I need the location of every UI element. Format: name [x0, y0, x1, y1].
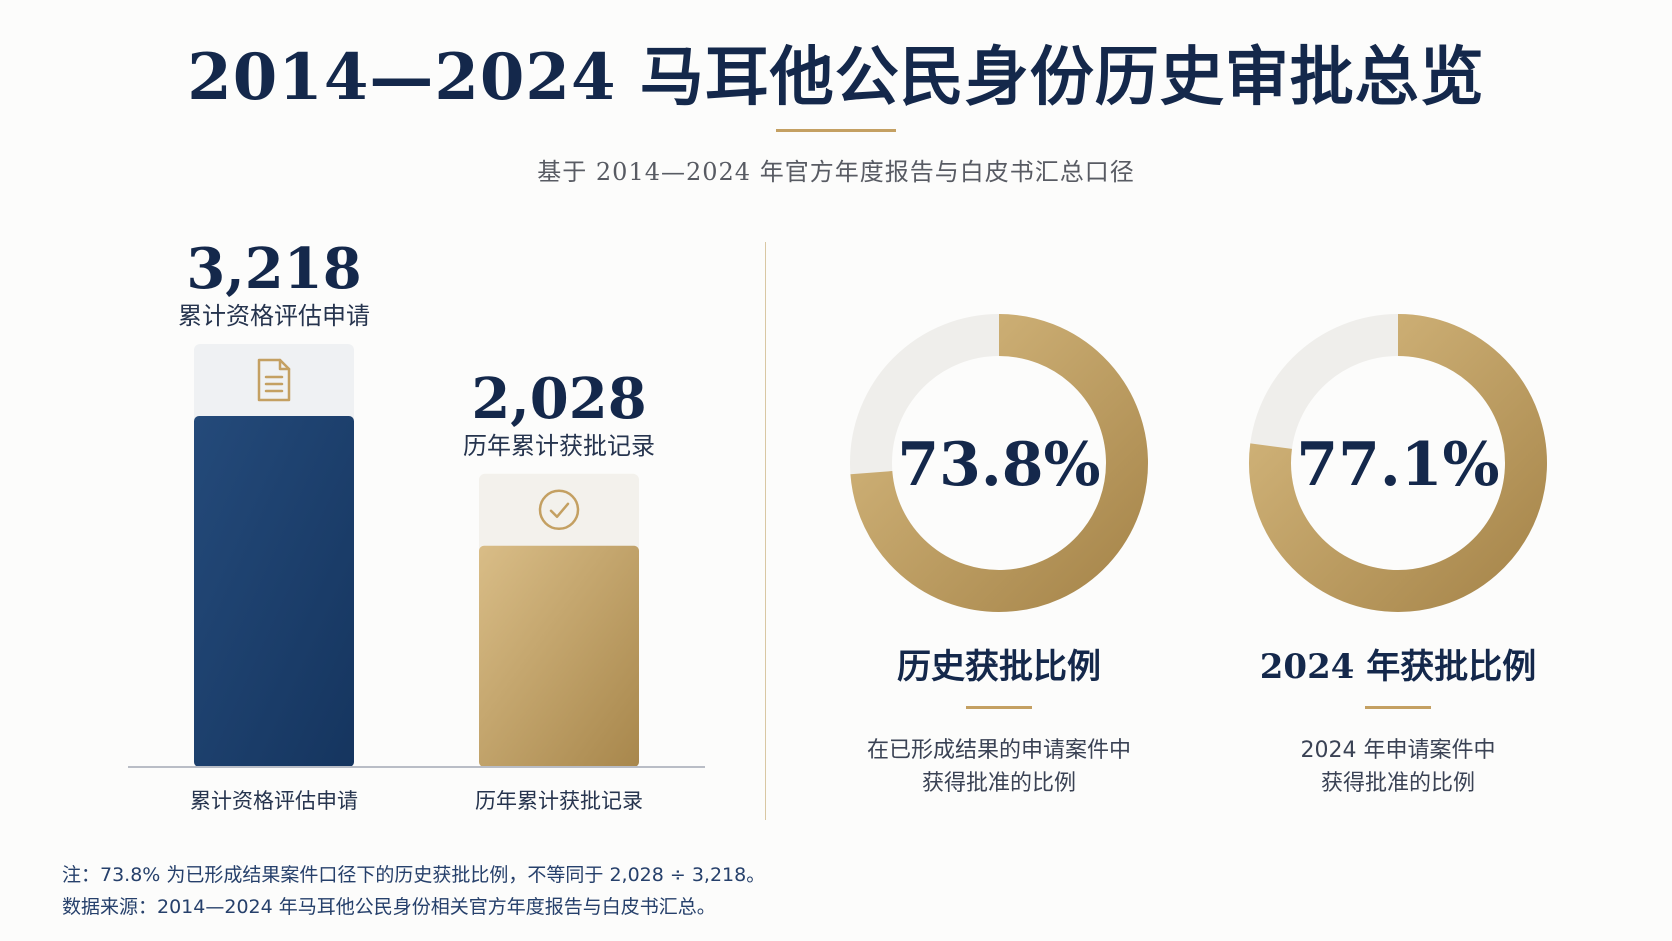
- bar-value-caption: 累计资格评估申请: [178, 302, 370, 330]
- donut-description: 在已形成结果的申请案件中: [867, 738, 1131, 763]
- document-icon: [257, 358, 291, 402]
- footnote-text: 注：73.8% 为已形成结果案件口径下的历史获批比例，不等同于 2,028 ÷ …: [62, 864, 766, 886]
- donut-heading-rule: [966, 706, 1032, 709]
- bar-mark: [479, 545, 639, 767]
- page-title: 2014—2024 马耳他公民身份历史审批总览: [187, 40, 1485, 115]
- check-circle-icon: [538, 489, 580, 531]
- bar-value-caption: 历年累计获批记录: [463, 432, 655, 460]
- donut-value-label: 77.1%: [1296, 430, 1499, 500]
- donut-heading: 2024 年获批比例: [1260, 647, 1536, 687]
- bar-mark: [194, 416, 354, 767]
- title-underline: [776, 129, 896, 132]
- donut-heading: 历史获批比例: [897, 647, 1101, 687]
- section-divider: [765, 242, 766, 820]
- donut-description: 获得批准的比例: [922, 771, 1076, 796]
- page-subtitle: 基于 2014—2024 年官方年度报告与白皮书汇总口径: [537, 158, 1135, 186]
- bar-category-label: 累计资格评估申请: [190, 789, 358, 813]
- bar-value-label: 3,218: [186, 236, 361, 302]
- bar-value-label: 2,028: [471, 366, 646, 432]
- donut-description: 获得批准的比例: [1321, 771, 1475, 796]
- donut-arc: [850, 314, 1148, 612]
- data-source-text: 数据来源：2014—2024 年马耳他公民身份相关官方年度报告与白皮书汇总。: [62, 896, 716, 918]
- bar-category-label: 历年累计获批记录: [475, 789, 643, 813]
- donut-arc: [1249, 314, 1547, 612]
- donut-heading-rule: [1365, 706, 1431, 709]
- donut-description: 2024 年申请案件中: [1301, 738, 1496, 763]
- donut-value-label: 73.8%: [897, 430, 1100, 500]
